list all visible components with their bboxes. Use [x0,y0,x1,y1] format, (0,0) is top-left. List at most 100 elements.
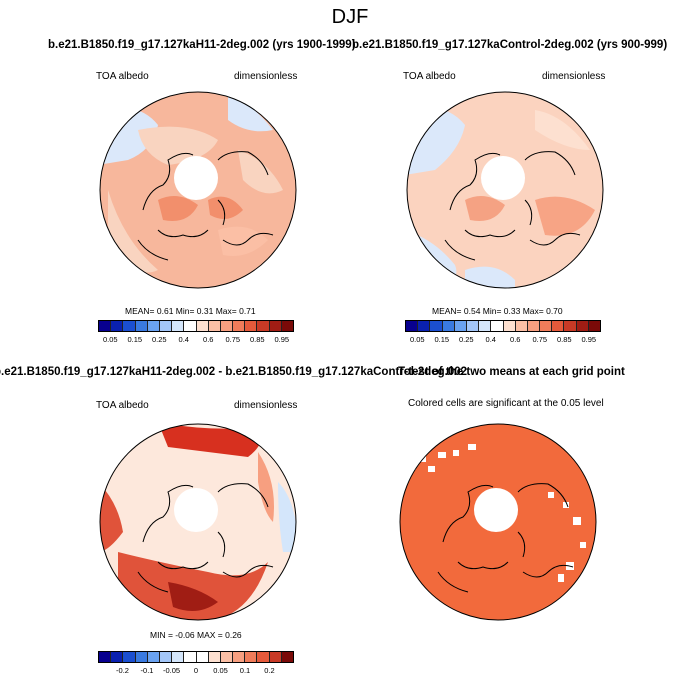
pole-hole [481,156,525,200]
colorbar-swatch [135,321,148,331]
colorbar-tick-label: 0.15 [434,335,450,344]
colorbar-swatch [588,321,600,331]
high-diff-region [100,482,123,552]
colorbar-ticks-top-left: 0.05 0.15 0.25 0.4 0.6 0.75 0.85 0.95 [98,335,294,347]
panel-left-label-bottom-left: TOA albedo [96,400,149,411]
colorbar-tick-label: 0 [193,666,199,675]
colorbar-swatch [491,321,504,331]
land-region [138,126,218,165]
colorbar-tick-label: 0.4 [485,335,496,344]
colorbar-swatch [99,321,112,331]
panel-right-label-top-right: dimensionless [542,71,606,82]
colorbar-bottom-left [98,651,294,663]
colorbar-tick-label: 0.95 [581,335,597,344]
polar-map-bottom-left [99,423,297,621]
coastlines [137,483,274,593]
colorbar-swatch [220,652,234,662]
colorbar-tick-label: 0.25 [151,335,167,344]
colorbar-swatch [466,321,480,331]
colorbar-tick-label: 0.6 [510,335,521,344]
polar-map-top-right [406,91,604,289]
mid-diff-region [258,452,274,522]
colorbar-tick-label: 0.05 [213,666,228,675]
colorbar-tick-label: 0.1 [239,666,251,675]
colorbar-tick-label: 0.4 [178,335,189,344]
colorbar-swatch [184,652,197,662]
colorbar-swatch [430,321,443,331]
coastlines [137,151,274,261]
colorbar-swatch [269,321,282,331]
panel-stats-bottom-left: MIN = -0.06 MAX = 0.26 [150,630,242,640]
map-border [406,91,604,289]
colorbar-swatch [233,652,246,662]
colorbar-swatch [540,321,553,331]
panel-right-label-top-left: dimensionless [234,71,298,82]
colorbar-swatch [245,321,258,331]
pole-hole [174,488,218,532]
panel-left-label-top-right: TOA albedo [403,71,456,82]
map-border [99,423,297,621]
colorbar-swatch [442,321,455,331]
colorbar-swatch [172,321,185,331]
colorbar-swatch [503,321,516,331]
colorbar-swatch [159,321,173,331]
colorbar-tick-label: -0.05 [162,666,181,675]
colorbar-swatch [257,652,270,662]
colorbar-tick-label: 0.25 [458,335,474,344]
colorbar-swatch [515,321,528,331]
colorbar-swatch [208,321,221,331]
colorbar-swatch [220,321,234,331]
figure-title: DJF [331,6,369,28]
colorbar-swatch [208,652,221,662]
land-region [238,150,283,194]
colorbar-swatch [281,321,293,331]
colorbar-tick-label: 0.85 [249,335,265,344]
panel-title-bottom-left: b.e21.B1850.f19_g17.127kaH11-2deg.002 - … [0,366,468,378]
colorbar-swatch [269,652,282,662]
high-diff-region [118,552,268,620]
colorbar-top-left [98,320,294,332]
colorbar-swatch [527,321,541,331]
map-border [399,423,597,621]
panel-title-top-right: b.e21.B1850.f19_g17.127kaControl-2deg.00… [352,39,668,51]
colorbar-swatch [159,652,173,662]
colorbar-swatch [184,321,197,331]
land-region [218,226,268,256]
colorbar-swatch [552,321,565,331]
colorbar-swatch [172,652,185,662]
colorbar-swatch [111,652,124,662]
colorbar-swatch [233,321,246,331]
panel-stats-top-right: MEAN= 0.54 Min= 0.33 Max= 0.70 [432,306,563,316]
colorbar-swatch [135,652,148,662]
neg-diff-region [278,482,296,552]
neg-diff-region [100,438,123,462]
colorbar-swatch [196,321,209,331]
polar-map-top-left [99,91,297,289]
panel-left-label-top-left: TOA albedo [96,71,149,82]
colorbar-tick-label: 0.05 [102,335,118,344]
colorbar-tick-label: 0.6 [203,335,214,344]
colorbar-swatch [245,652,258,662]
coastlines [437,483,574,593]
warm-region [208,196,243,219]
colorbar-tick-label: 0.05 [409,335,425,344]
colorbar-tick-label: -0.2 [116,666,129,675]
colorbar-tick-label: 0.15 [127,335,143,344]
colorbar-tick-label: -0.1 [140,666,154,675]
polar-map-bottom-right [399,423,597,621]
colorbar-top-right [405,320,601,332]
pole-hole [474,488,518,532]
colorbar-swatch [576,321,589,331]
colorbar-swatch [123,652,136,662]
panel-right-label-bottom-left: dimensionless [234,400,298,411]
colorbar-tick-label: 0.2 [264,666,275,675]
colorbar-swatch [123,321,136,331]
colorbar-swatch [479,321,492,331]
colorbar-swatch [406,321,419,331]
colorbar-tick-label: 0.95 [274,335,290,344]
colorbar-swatch [257,321,270,331]
colorbar-tick-label: 0.75 [225,335,241,344]
map-border [99,91,297,289]
colorbar-swatch [196,652,209,662]
coastlines [444,151,581,261]
